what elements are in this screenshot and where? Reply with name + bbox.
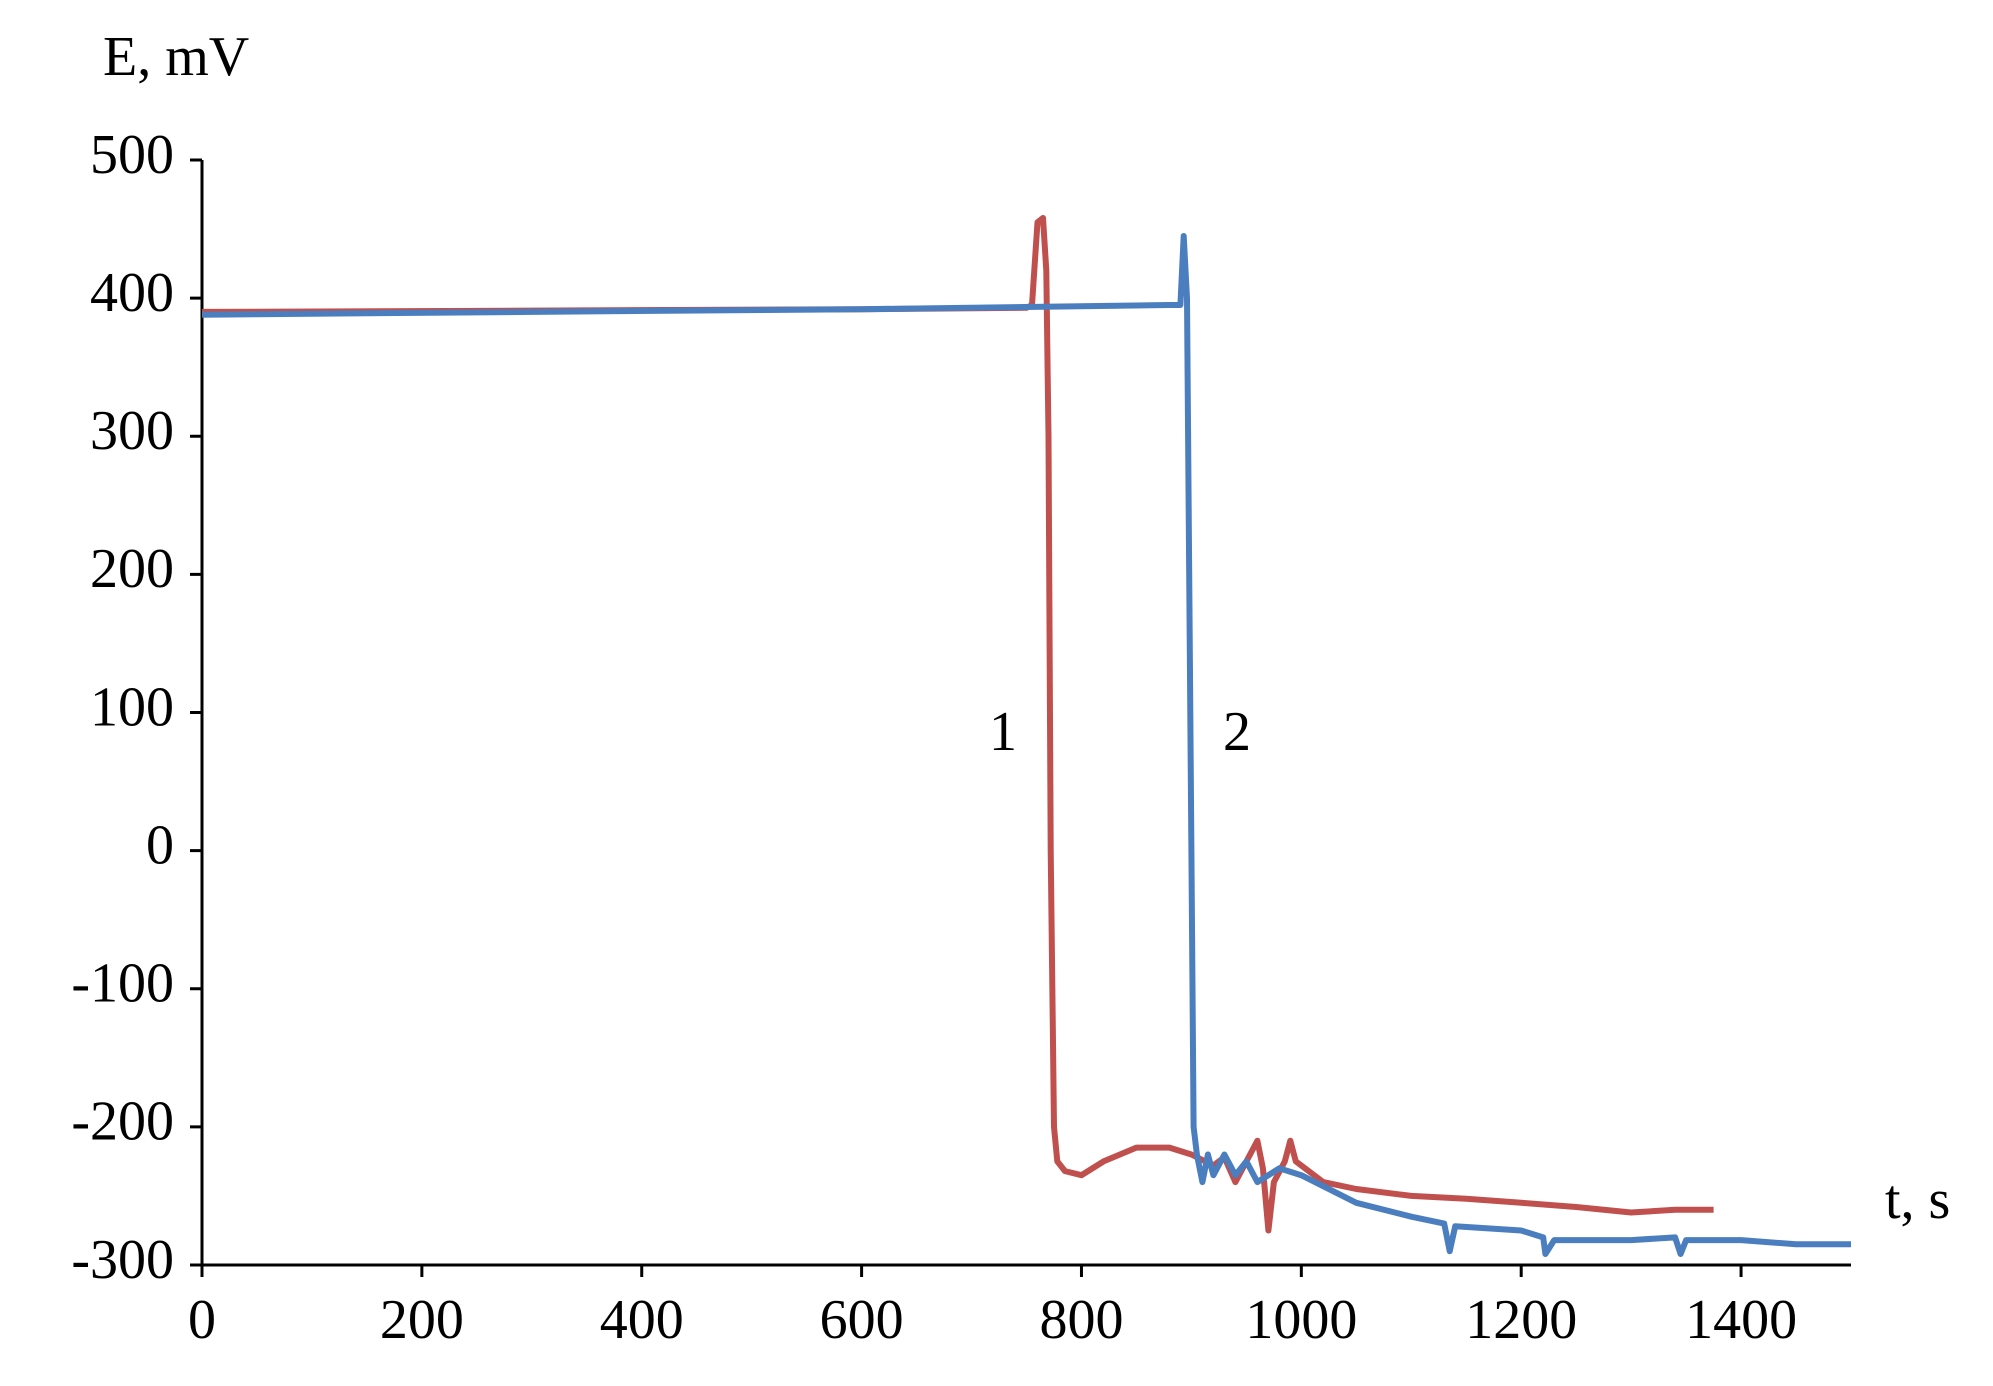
- x-tick-label: 800: [1039, 1289, 1123, 1351]
- x-tick-label: 0: [188, 1289, 216, 1351]
- curve-label: 2: [1223, 701, 1251, 763]
- y-tick-label: -300: [71, 1229, 174, 1291]
- x-tick-label: 200: [380, 1289, 464, 1351]
- curve-label: 1: [989, 701, 1017, 763]
- y-tick-label: 0: [146, 814, 174, 876]
- y-tick-label: 500: [90, 124, 174, 186]
- x-tick-label: 1200: [1465, 1289, 1577, 1351]
- y-tick-label: 400: [90, 262, 174, 324]
- y-tick-label: -200: [71, 1091, 174, 1153]
- x-tick-label: 400: [600, 1289, 684, 1351]
- series-line: [201, 215, 1714, 1234]
- x-tick-label: 1000: [1245, 1289, 1357, 1351]
- y-tick-label: 300: [90, 400, 174, 462]
- x-tick-label: 600: [820, 1289, 904, 1351]
- y-tick-label: 100: [90, 676, 174, 738]
- y-axis-label: E, mV: [103, 26, 249, 88]
- series-line: [201, 233, 1851, 1257]
- y-tick-label: 200: [90, 538, 174, 600]
- y-tick-label: -100: [71, 953, 174, 1015]
- x-axis-label: t, s: [1885, 1169, 1950, 1231]
- x-tick-label: 1400: [1685, 1289, 1797, 1351]
